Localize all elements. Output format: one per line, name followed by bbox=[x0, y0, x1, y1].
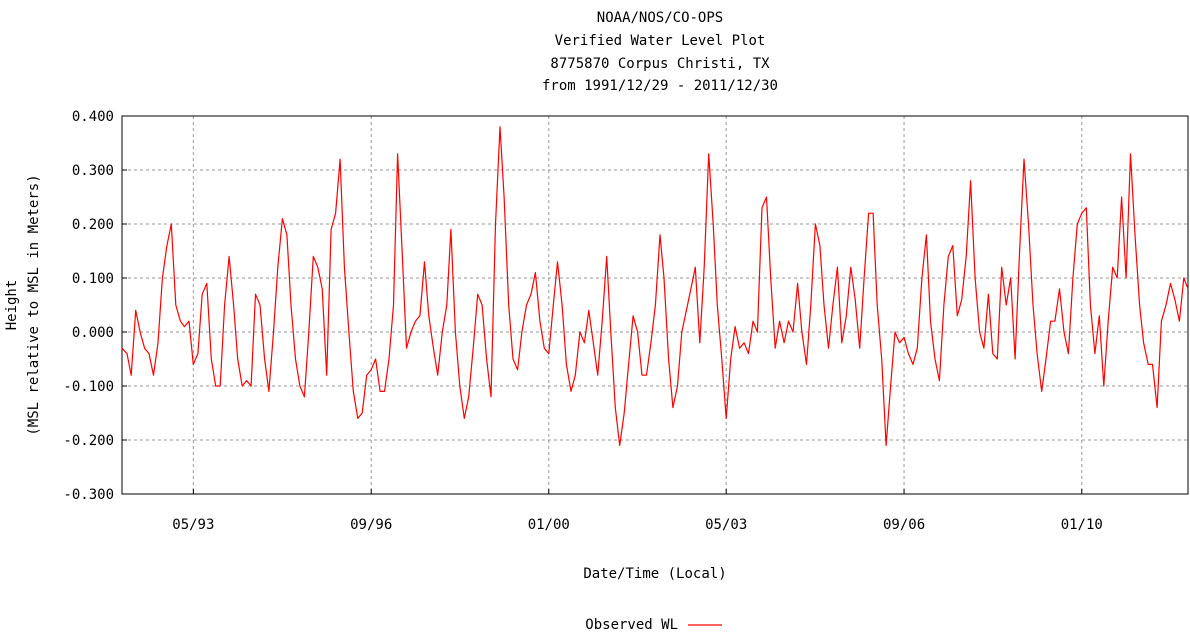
y-axis-ticks: 0.400 0.300 0.200 0.100 0.000 -0.100 -0.200 -0.… bbox=[63, 109, 127, 503]
legend-label: Observed WL bbox=[585, 617, 678, 633]
x-tick-label: 05/03 bbox=[705, 517, 747, 533]
title-line-1: NOAA/NOS/CO-OPS bbox=[597, 10, 723, 26]
x-axis-label: Date/Time (Local) bbox=[583, 566, 726, 582]
y-tick-label: -0.300 bbox=[63, 487, 114, 503]
x-tick-label: 01/00 bbox=[528, 517, 570, 533]
y-tick-label: -0.200 bbox=[63, 433, 114, 449]
y-axis-label-line-1: Height bbox=[4, 280, 20, 331]
x-tick-label: 05/93 bbox=[172, 517, 214, 533]
plot-area bbox=[121, 115, 1189, 495]
x-tick-label: 09/96 bbox=[350, 517, 392, 533]
series-line-observed-wl bbox=[121, 126, 1189, 446]
x-tick-label: 09/06 bbox=[883, 517, 925, 533]
y-tick-label: -0.100 bbox=[63, 379, 114, 395]
y-tick-label: 0.300 bbox=[72, 163, 114, 179]
y-tick-label: 0.100 bbox=[72, 271, 114, 287]
series-group bbox=[121, 126, 1189, 446]
x-tick-label: 01/10 bbox=[1061, 517, 1103, 533]
chart-title: NOAA/NOS/CO-OPS Verified Water Level Plo… bbox=[542, 10, 778, 94]
y-axis-label-line-2: (MSL relative to MSL in Meters) bbox=[26, 174, 42, 435]
plot-frame bbox=[121, 115, 1189, 495]
x-axis-ticks: 05/93 09/96 01/00 05/03 09/06 01/10 bbox=[172, 489, 1103, 533]
y-tick-label: 0.000 bbox=[72, 325, 114, 341]
y-tick-label: 0.200 bbox=[72, 217, 114, 233]
title-line-2: Verified Water Level Plot bbox=[555, 33, 766, 49]
y-tick-label: 0.400 bbox=[72, 109, 114, 125]
legend: Observed WL bbox=[585, 617, 722, 633]
title-line-4: from 1991/12/29 - 2011/12/30 bbox=[542, 78, 778, 94]
title-line-3: 8775870 Corpus Christi, TX bbox=[550, 56, 770, 72]
